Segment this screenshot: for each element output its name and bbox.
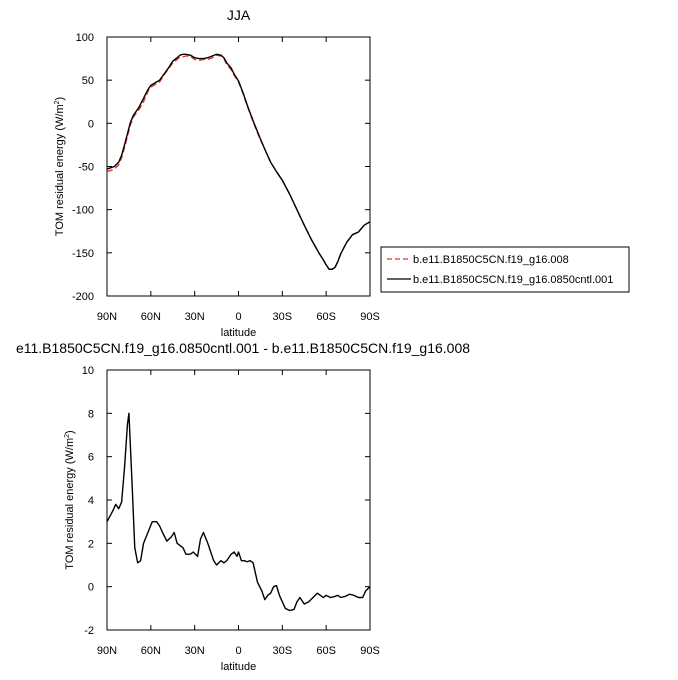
top-y-tick-label: -150 <box>72 248 94 260</box>
legend-label-control: b.e11.B1850C5CN.f19_g16.0850cntl.001 <box>413 274 613 286</box>
top-plot-frame <box>106 36 371 297</box>
top-x-tick-label: 90N <box>97 311 117 323</box>
top-panel: JJA 90N 60N 30N 0 30S 60S 90S 100 50 0 -50 -100 -15… <box>54 7 630 339</box>
top-x-tick-labels: 90N 60N 30N 0 30S 60S 90S <box>97 311 380 323</box>
bot-y-tick-label: 2 <box>88 538 94 550</box>
bot-y-tick-label: 10 <box>82 365 94 377</box>
legend-label-experiment: b.e11.B1850C5CN.f19_g16.008 <box>413 254 569 266</box>
top-x-tick-label: 0 <box>235 311 241 323</box>
bottom-y-axis-label: TOM residual energy (W/m2) <box>64 430 76 569</box>
bot-x-tick-label: 90S <box>360 645 380 657</box>
top-y-tick-label: -100 <box>72 205 94 217</box>
bot-x-tick-label: 0 <box>235 645 241 657</box>
bot-x-tick-label: 60N <box>141 645 161 657</box>
bot-y-tick-label: 6 <box>88 452 94 464</box>
bottom-x-tick-labels: 90N 60N 30N 0 30S 60S 90S <box>97 645 380 657</box>
bot-y-tick-label: 8 <box>88 408 94 420</box>
top-title: JJA <box>227 7 251 23</box>
top-y-axis-label: TOM residual energy (W/m2) <box>54 97 66 236</box>
bottom-y-axis-label-main: TOM residual energy (W/m <box>64 438 76 570</box>
bot-y-tick-label: 4 <box>88 495 94 507</box>
legend-box <box>380 246 630 293</box>
bot-x-tick-label: 60S <box>316 645 336 657</box>
bottom-y-tick-labels: 10 8 6 4 2 0 -2 <box>82 365 94 637</box>
top-y-tick-label: -200 <box>72 291 94 303</box>
bot-x-tick-label: 90N <box>97 645 117 657</box>
legend: b.e11.B1850C5CN.f19_g16.008 b.e11.B1850C… <box>380 246 630 293</box>
bot-x-tick-label: 30N <box>185 645 205 657</box>
top-y-tick-label: -50 <box>78 162 94 174</box>
top-y-tick-label: 0 <box>88 118 94 130</box>
top-x-tick-label: 60S <box>316 311 336 323</box>
top-y-tick-label: 100 <box>76 32 94 44</box>
top-x-tick-label: 30S <box>273 311 293 323</box>
bottom-x-axis-label: latitude <box>221 661 256 673</box>
top-y-axis-label-sup: 2 <box>54 100 61 104</box>
top-x-tick-label: 30N <box>185 311 205 323</box>
top-x-axis-label: latitude <box>221 327 256 339</box>
bot-y-tick-label: -2 <box>84 625 94 637</box>
top-series-line-0 <box>106 54 371 270</box>
bottom-ticks <box>106 369 371 631</box>
top-series-line-1 <box>106 53 371 270</box>
top-x-tick-label: 60N <box>141 311 161 323</box>
bottom-plot-frame <box>106 369 371 631</box>
bottom-y-axis-label-close: ) <box>64 430 76 434</box>
top-series-lines <box>106 53 371 270</box>
bot-x-tick-label: 30S <box>273 645 293 657</box>
bottom-y-axis-label-sup: 2 <box>64 434 71 438</box>
bottom-panel: e11.B1850C5CN.f19_g16.0850cntl.001 - b.e… <box>16 340 470 673</box>
bottom-series-lines <box>106 412 371 612</box>
top-y-tick-labels: 100 50 0 -50 -100 -150 -200 <box>72 32 94 303</box>
top-y-axis-label-main: TOM residual energy (W/m <box>54 104 66 236</box>
top-ticks <box>106 36 371 297</box>
bottom-title: e11.B1850C5CN.f19_g16.0850cntl.001 - b.e… <box>16 340 470 356</box>
top-y-axis-label-close: ) <box>54 97 66 101</box>
top-x-tick-label: 90S <box>360 311 380 323</box>
bot-y-tick-label: 0 <box>88 582 94 594</box>
bot-series-line-0 <box>106 412 371 612</box>
top-y-tick-label: 50 <box>82 75 94 87</box>
